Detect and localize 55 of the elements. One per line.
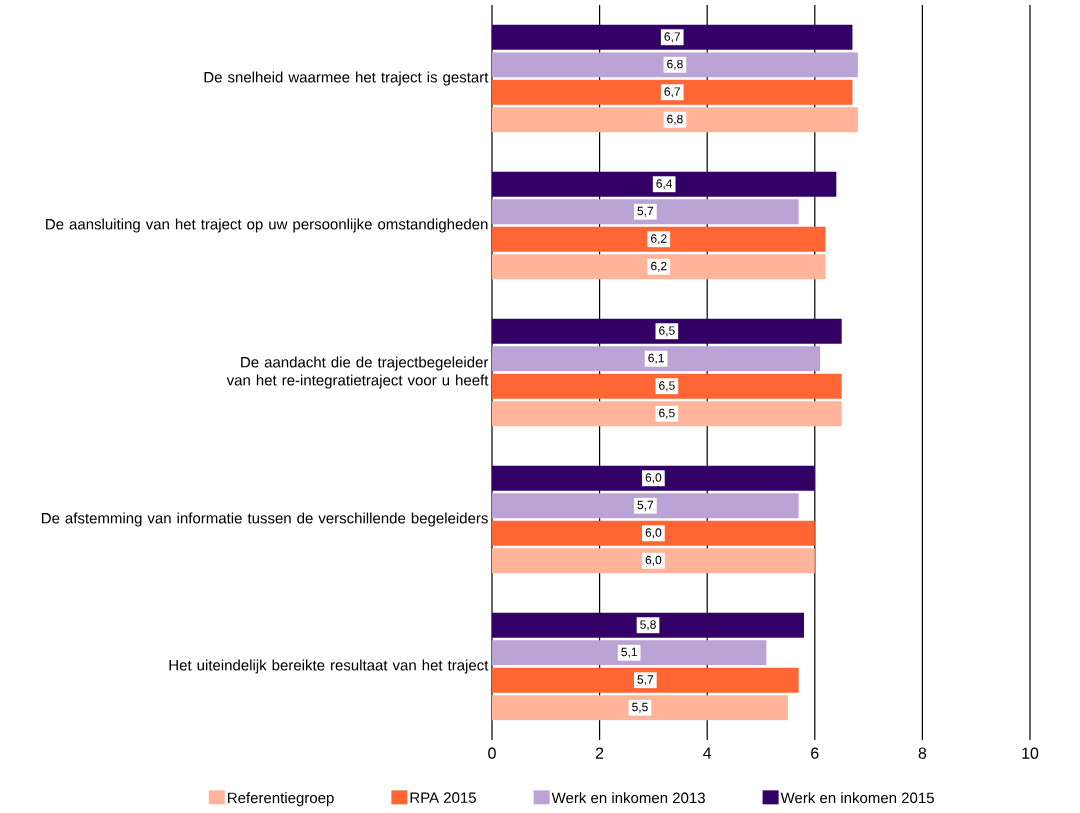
data-label: 5,7 <box>637 500 654 511</box>
data-label: 6,7 <box>664 32 680 43</box>
x-tick-label: 2 <box>595 747 604 759</box>
bar <box>492 612 805 638</box>
bar <box>492 548 815 574</box>
bar <box>492 171 837 197</box>
bar <box>492 79 853 105</box>
data-label: 6,2 <box>651 234 667 245</box>
bar <box>492 465 815 491</box>
y-tick-label: De snelheid waarmee het traject is gestart <box>204 71 489 86</box>
data-label: 5,5 <box>632 702 648 713</box>
y-tick-label: De afstemming van informatie tussen de verschillende begeleiders <box>41 512 488 527</box>
bar <box>492 199 799 225</box>
bar <box>492 346 821 372</box>
bar <box>492 318 842 344</box>
data-label: 6,0 <box>645 555 662 566</box>
data-label: 6,7 <box>664 87 680 98</box>
x-tick-label: 0 <box>488 747 496 759</box>
bar <box>492 520 815 546</box>
x-tick-label: 6 <box>811 747 819 759</box>
y-tick-label: Het uiteindelijk bereikte resultaat van het traject <box>169 659 489 674</box>
data-label: 6,8 <box>667 59 683 70</box>
y-tick-label: De aansluiting van het traject op uw persoonlijke omstandigheden <box>46 218 488 233</box>
bar <box>492 373 842 399</box>
x-tick-label: 4 <box>703 747 712 759</box>
data-label: 6,5 <box>659 381 675 392</box>
legend-label: Werk en inkomen 2013 <box>551 792 705 804</box>
data-label: 6,0 <box>645 528 662 539</box>
data-label: 6,4 <box>656 179 673 190</box>
data-label: 5,8 <box>640 620 656 631</box>
legend-label: RPA 2015 <box>410 792 476 803</box>
x-tick-label: 8 <box>918 747 927 759</box>
bar <box>492 493 799 519</box>
bar <box>492 226 826 252</box>
data-label: 5,7 <box>637 206 654 217</box>
data-label: 6,1 <box>648 353 664 364</box>
y-tick-label: De aandacht die de trajectbegeleider van het re-integratietraject voor u heeft <box>226 356 489 389</box>
data-label: 6,0 <box>645 473 662 484</box>
bar <box>492 640 767 666</box>
bar <box>492 695 788 721</box>
data-label: 6,8 <box>667 114 683 125</box>
legend-label: Referentiegroep <box>228 792 334 807</box>
data-label: 6,5 <box>659 326 675 337</box>
x-tick-label: 10 <box>1022 747 1039 759</box>
bar <box>492 24 853 50</box>
data-label: 5,7 <box>637 675 654 686</box>
bar <box>492 401 842 427</box>
bar <box>492 667 799 693</box>
bar <box>492 107 858 133</box>
data-label: 6,5 <box>659 408 675 419</box>
legend-label: Werk en inkomen 2015 <box>780 792 934 804</box>
data-label: 5,1 <box>621 647 637 658</box>
bar <box>492 254 826 280</box>
data-label: 6,2 <box>651 261 667 272</box>
bar <box>492 52 858 78</box>
